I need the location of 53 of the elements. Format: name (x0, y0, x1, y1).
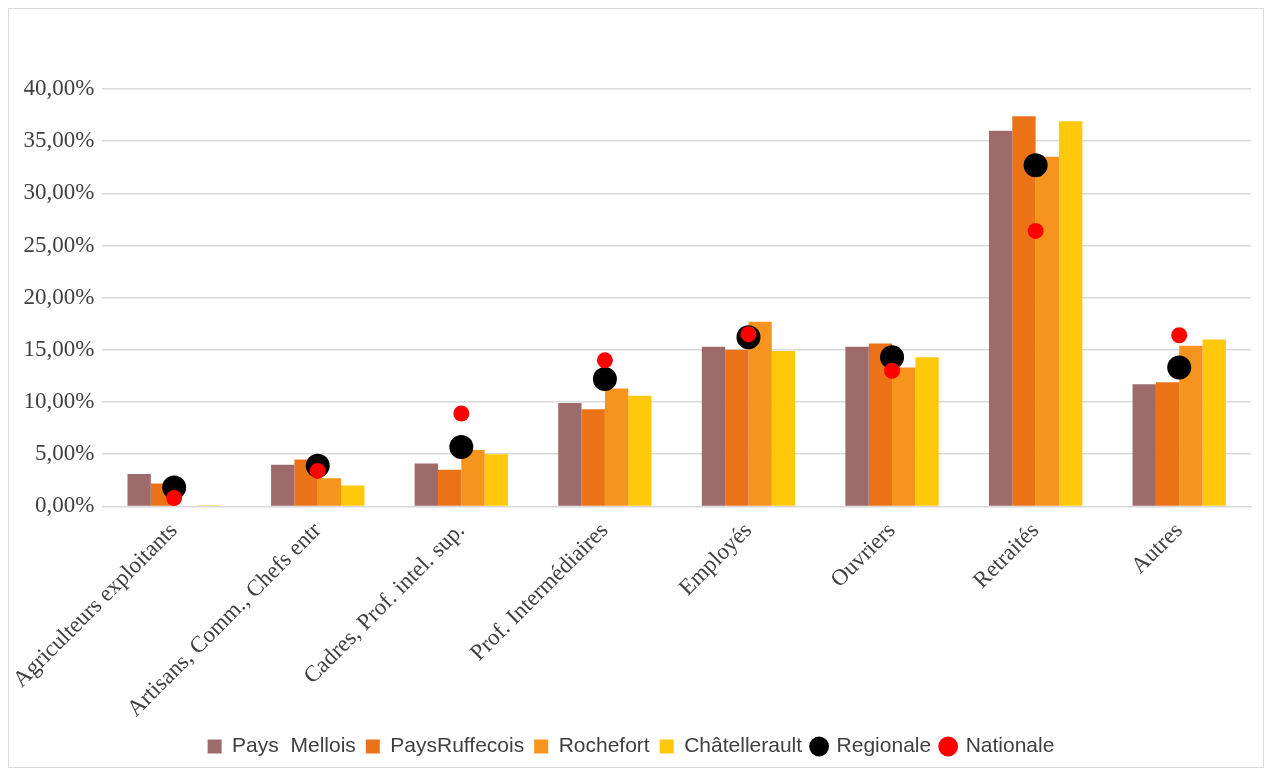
bar (1035, 156, 1059, 506)
legend-label: Châtellerault (684, 733, 803, 757)
point (1171, 327, 1188, 344)
bar (1058, 121, 1083, 506)
legend-label: PaysRuffecois (390, 733, 525, 757)
bar (317, 478, 342, 506)
y-tick-label: 5,00% (34, 440, 95, 466)
bar (701, 346, 726, 506)
point (592, 367, 617, 392)
bar (771, 350, 796, 506)
point (449, 434, 474, 459)
bar (341, 485, 365, 506)
bar (1012, 116, 1036, 506)
bar (581, 409, 605, 506)
bar (1132, 384, 1156, 506)
y-tick-label: 25,00% (23, 231, 95, 257)
bar (484, 454, 508, 506)
y-tick-label: 35,00% (23, 127, 95, 153)
bar (414, 463, 438, 506)
bar (127, 474, 151, 506)
bar (748, 321, 772, 506)
bar (845, 346, 869, 506)
bar (725, 349, 749, 506)
bar (558, 403, 582, 506)
y-tick-label: 30,00% (23, 179, 95, 205)
point (166, 490, 183, 507)
bar (604, 388, 629, 506)
bar (461, 450, 485, 506)
point (596, 352, 613, 369)
bar (271, 464, 295, 506)
y-tick-label: 0,00% (34, 492, 95, 518)
point (1167, 355, 1192, 380)
bar (1202, 339, 1226, 506)
y-tick-label: 20,00% (23, 283, 95, 309)
bar (892, 367, 916, 506)
point (884, 362, 901, 379)
y-tick-label: 10,00% (23, 388, 95, 414)
bar (868, 343, 893, 506)
point (453, 405, 470, 422)
bar (915, 357, 939, 506)
legend-label: Regionale (836, 733, 932, 757)
bar (988, 130, 1013, 506)
legend-label: Nationale (965, 733, 1055, 757)
point (1027, 222, 1044, 239)
legend-label: Rochefort (558, 733, 650, 757)
point (1023, 153, 1048, 178)
y-tick-label: 15,00% (23, 335, 95, 361)
bar (1179, 345, 1203, 506)
bar (1155, 382, 1180, 506)
bar (437, 469, 462, 506)
bar (628, 395, 652, 506)
y-tick-label: 40,00% (23, 75, 95, 101)
legend-label: Pays Mellois (232, 733, 356, 757)
